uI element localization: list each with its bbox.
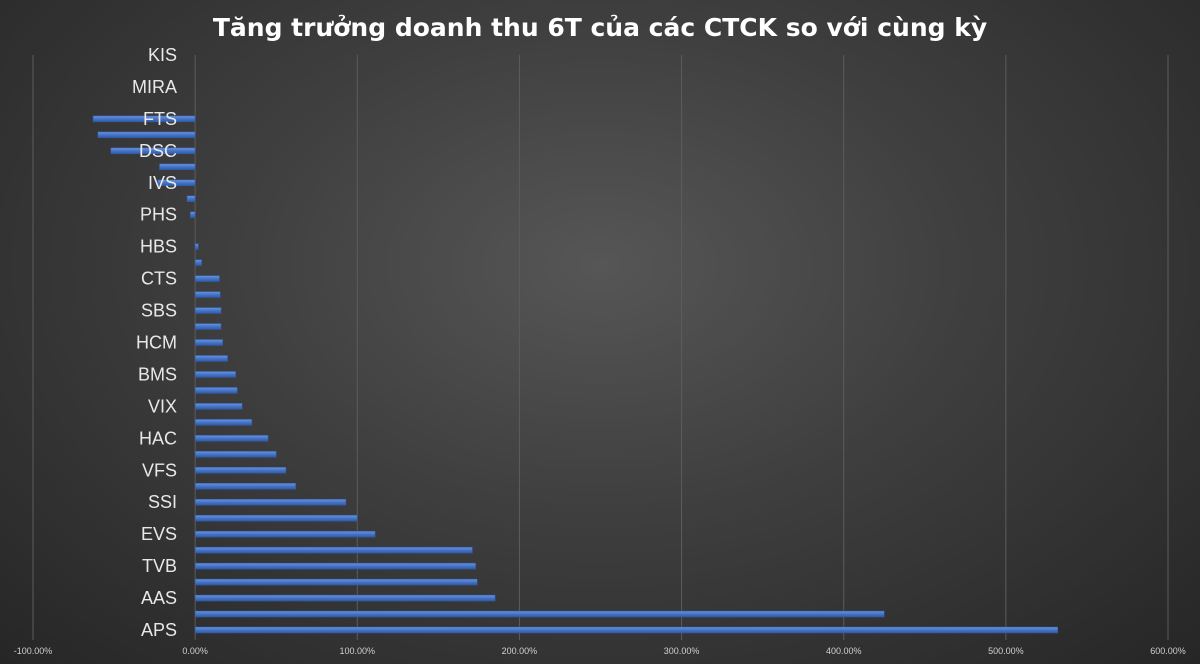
bar — [157, 179, 196, 187]
bar — [194, 371, 236, 378]
category-label: PHS — [140, 205, 177, 225]
bar — [194, 307, 222, 314]
bar — [194, 467, 287, 474]
bars — [92, 115, 1058, 634]
category-label: IVS — [148, 173, 177, 193]
bar — [92, 115, 196, 123]
bar — [190, 211, 196, 218]
bar — [194, 387, 238, 394]
bar — [194, 451, 277, 458]
bar — [194, 275, 220, 282]
bar — [194, 291, 221, 298]
x-tick-label: 0.00% — [182, 646, 208, 656]
bar — [186, 195, 196, 202]
category-label: VFS — [142, 460, 177, 480]
category-label: DSC — [139, 141, 177, 161]
bar — [159, 163, 196, 171]
category-label: KIS — [148, 45, 177, 65]
x-tick-label: 500.00% — [988, 646, 1024, 656]
bar — [194, 546, 473, 554]
x-axis-tick-labels: -100.00% 0.00% 100.00% 200.00% 300.00% 400.00… — [14, 646, 1186, 656]
x-tick-label: 400.00% — [826, 646, 862, 656]
bar — [194, 610, 885, 618]
category-label: BMS — [138, 364, 177, 384]
category-label: HAC — [139, 428, 177, 448]
bar — [194, 355, 228, 362]
bar — [194, 498, 347, 506]
bar — [194, 562, 476, 570]
bar — [194, 323, 222, 330]
x-tick-label: 200.00% — [502, 646, 538, 656]
category-label: TVB — [142, 556, 177, 576]
bar — [194, 594, 496, 602]
x-tick-label: 100.00% — [340, 646, 376, 656]
bar — [194, 435, 269, 442]
category-label: APS — [141, 620, 177, 640]
category-labels: APS AAS TVB EVS SSI VFS HAC VIX BMS HCM SBS CTS HBS P… — [132, 45, 177, 640]
category-label: FTS — [143, 109, 177, 129]
bar — [194, 514, 358, 522]
category-label: VIX — [148, 396, 177, 416]
bar — [194, 578, 478, 586]
bar — [194, 530, 376, 538]
category-label: SBS — [141, 301, 177, 321]
category-label: HBS — [140, 237, 177, 257]
bar — [194, 483, 296, 490]
x-tick-label: 600.00% — [1150, 646, 1186, 656]
bar — [110, 147, 196, 155]
category-label: MIRA — [132, 77, 177, 97]
category-label: AAS — [141, 588, 177, 608]
category-label: EVS — [141, 524, 177, 544]
category-label: HCM — [136, 333, 177, 353]
bar — [194, 243, 199, 250]
bar — [194, 339, 223, 346]
bar — [97, 131, 196, 139]
x-tick-label: -100.00% — [14, 646, 53, 656]
bar — [194, 419, 253, 426]
category-label: SSI — [148, 492, 177, 512]
category-label: CTS — [141, 269, 177, 289]
chart-title: Tăng trưởng doanh thu 6T của các CTCK so… — [213, 13, 987, 42]
x-tick-label: 300.00% — [664, 646, 700, 656]
bar — [194, 259, 202, 266]
bar — [194, 626, 1058, 634]
bar — [194, 403, 243, 410]
